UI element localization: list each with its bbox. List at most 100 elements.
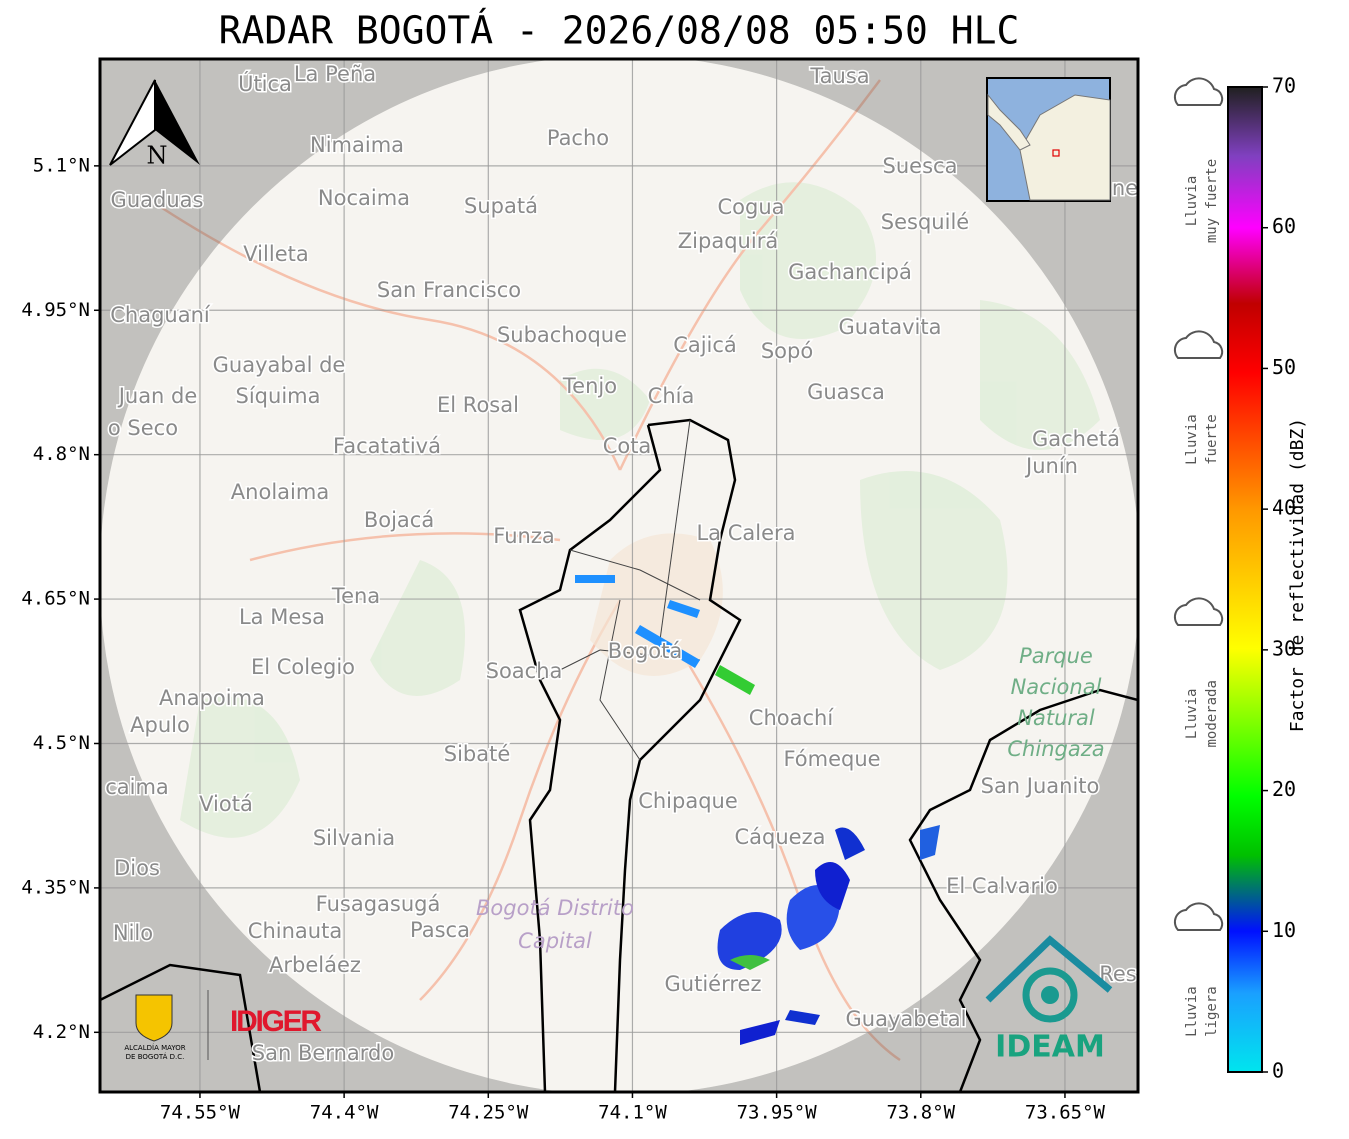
colorbar-label: Factor de reflectividad (dBZ) [1287, 418, 1308, 732]
place-label: San Bernardo [252, 1041, 394, 1065]
place-label: Guasca [807, 380, 885, 404]
north-label: N [147, 142, 168, 170]
logo-ideam-text: IDEAM [995, 1030, 1105, 1065]
place-label: o Seco [108, 416, 178, 440]
place-label: El Calvario [946, 874, 1058, 898]
x-tick-label: 74.4°W [310, 1102, 379, 1124]
place-label: Nimaima [310, 133, 404, 157]
place-label: Anapoima [159, 686, 265, 710]
urban-area [590, 533, 723, 676]
place-label: Silvania [313, 826, 395, 850]
place-label: Suesca [883, 154, 958, 178]
place-label: Guayabal de [213, 353, 346, 377]
place-label: Facatativá [333, 434, 441, 458]
place-label: caima [105, 775, 169, 799]
place-label: Gachancipá [788, 260, 912, 284]
vegetation [180, 182, 1100, 838]
x-tick-label: 74.25°W [448, 1102, 529, 1124]
place-label: Chaguaní [110, 303, 211, 327]
place-label: Nilo [113, 921, 153, 945]
place-label: Viotá [199, 792, 253, 816]
logo-ideam: IDEAM [985, 935, 1113, 1065]
rain-class-label: Lluvia [1184, 689, 1200, 740]
rain-class-label: muy fuerte [1204, 159, 1220, 243]
place-label: Anolaima [231, 480, 329, 504]
rain-class: Lluvia muy fuerte [1173, 77, 1224, 243]
y-tick-label: 5.1°N [33, 154, 90, 176]
place-label: Arbeláez [269, 953, 361, 977]
axes-labels: 74.55°W 74.4°W 74.25°W 74.1°W 73.95°W 73.8°W 7… [21, 154, 1105, 1123]
place-label: Subachoque [497, 323, 627, 347]
place-label: Dios [114, 856, 160, 880]
place-label: Cota [603, 434, 652, 458]
colorbar-tick-label: 20 [1272, 777, 1296, 801]
y-tick-label: 4.5°N [33, 732, 90, 754]
rain-icon [1173, 902, 1224, 931]
rain-class: Lluvia moderada [1173, 597, 1224, 748]
place-label: La Mesa [239, 605, 325, 629]
park-label: Natural [1017, 706, 1095, 730]
rain-class-label: fuerte [1204, 414, 1220, 465]
district-label: Bogotá Distrito [476, 896, 634, 920]
place-label: San Juanito [981, 774, 1100, 798]
map-frame [98, 57, 1140, 1094]
place-labels: Útica La Peña Tausa Pacho Nimaima Suesca Guadu… [104, 61, 1138, 1067]
place-label: La Peña [294, 62, 376, 86]
y-tick-label: 4.65°N [21, 588, 90, 610]
place-label: Tausa [809, 64, 869, 88]
x-tick-label: 74.1°W [598, 1102, 667, 1124]
place-label: Gutiérrez [665, 972, 762, 996]
place-label: Sesquilé [881, 210, 969, 234]
place-label: Zipaquirá [678, 229, 778, 253]
place-label: Sibaté [444, 742, 511, 766]
logo-idiger: IDIGER [230, 1005, 322, 1038]
rain-class-label: ligera [1204, 986, 1220, 1037]
colorbar-tick-label: 0 [1272, 1059, 1284, 1083]
rain-icon [1173, 597, 1224, 626]
place-label: Bogotá [608, 639, 683, 663]
place-label: El Colegio [251, 655, 355, 679]
radar-range [100, 59, 1138, 1092]
logo-alcaldia-line: ALCALDÍA MAYOR [124, 1043, 185, 1052]
place-label: Guaduas [111, 188, 204, 212]
north-arrow: N [109, 79, 200, 170]
place-label: Chía [648, 384, 695, 408]
place-label: ne [1112, 176, 1138, 200]
radar-echoes [575, 575, 940, 1045]
colorbar-tick-label: 30 [1272, 636, 1296, 660]
place-label: Soacha [486, 659, 563, 683]
colorbar-tick-label: 50 [1272, 355, 1296, 379]
place-label: La Calera [696, 521, 795, 545]
place-label: Choachí [749, 706, 835, 730]
place-label: Tenjo [562, 374, 617, 398]
rain-class-label: Lluvia [1184, 176, 1200, 227]
place-label: Nocaima [318, 186, 410, 210]
place-label: Guatavita [839, 315, 942, 339]
rain-icon [1173, 77, 1224, 106]
place-label: Chipaque [638, 789, 738, 813]
place-label: Guayabetal [846, 1007, 967, 1031]
place-label: Chinauta [248, 919, 342, 943]
rain-class-label: moderada [1204, 680, 1220, 747]
place-label: El Rosal [437, 393, 519, 417]
place-label: Juan de [117, 384, 198, 408]
place-label: Cajicá [673, 333, 737, 357]
place-label: Cogua [717, 195, 784, 219]
district-label: Capital [518, 929, 592, 953]
x-tick-label: 74.55°W [160, 1102, 241, 1124]
title: RADAR BOGOTÁ - 2026/08/08 05:50 HLC [219, 9, 1020, 53]
place-label: Villeta [243, 242, 308, 266]
y-tick-label: 4.95°N [21, 299, 90, 321]
place-label: Funza [493, 524, 554, 548]
rain-icon [1173, 330, 1224, 359]
y-tick-label: 4.2°N [33, 1021, 90, 1043]
place-label: Pasca [410, 918, 470, 942]
park-label: Chingaza [1007, 737, 1104, 761]
place-label: Síquima [236, 384, 321, 408]
x-tick-label: 73.95°W [737, 1102, 818, 1124]
place-label: Fómeque [783, 747, 880, 771]
place-label: Útica [238, 71, 292, 96]
